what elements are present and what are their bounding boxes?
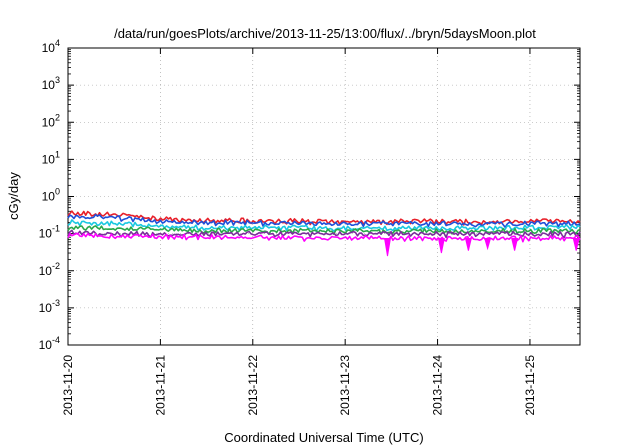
series-line bbox=[67, 232, 581, 243]
series-layer bbox=[67, 210, 581, 257]
x-tick-label: 2013-11-24 bbox=[431, 355, 445, 416]
x-tick-label: 2013-11-23 bbox=[338, 355, 352, 416]
y-axis-label: cGy/day bbox=[6, 172, 21, 220]
y-tick-label: 102 bbox=[42, 112, 60, 129]
series-spike bbox=[464, 237, 472, 251]
grid bbox=[67, 47, 580, 346]
y-tick-labels: 10-4 10-3 10-2 10-1 100 101 102 103 104 bbox=[39, 38, 60, 352]
y-tick-label: 101 bbox=[42, 149, 60, 166]
x-tick-labels: 2013-11-20 2013-11-21 2013-11-22 2013-11-23… bbox=[61, 355, 537, 416]
series-spike bbox=[572, 237, 580, 251]
y-tick-label: 10-4 bbox=[39, 335, 60, 352]
series-line bbox=[67, 229, 581, 239]
x-tick-label: 2013-11-25 bbox=[523, 355, 537, 416]
y-tick-label: 10-1 bbox=[39, 224, 60, 241]
series-line bbox=[67, 213, 581, 229]
series-line bbox=[67, 210, 581, 226]
x-axis-label: Coordinated Universal Time (UTC) bbox=[224, 430, 423, 445]
x-tick-label: 2013-11-20 bbox=[61, 355, 75, 416]
series-line bbox=[67, 225, 581, 236]
series-spike bbox=[384, 237, 391, 257]
series-spike bbox=[437, 237, 445, 254]
chart-title: /data/run/goesPlots/archive/2013-11-25/1… bbox=[114, 26, 536, 41]
x-tick-label: 2013-11-21 bbox=[153, 355, 167, 416]
y-tick-label: 103 bbox=[42, 75, 60, 92]
series-spike bbox=[511, 237, 519, 251]
y-tick-label: 104 bbox=[42, 38, 60, 55]
series-line bbox=[67, 219, 581, 233]
y-tick-label: 100 bbox=[42, 187, 60, 204]
y-tick-label: 10-2 bbox=[39, 261, 60, 278]
x-tick-label: 2013-11-22 bbox=[246, 355, 260, 416]
series-spike bbox=[484, 237, 492, 251]
y-tick-label: 10-3 bbox=[39, 298, 60, 315]
